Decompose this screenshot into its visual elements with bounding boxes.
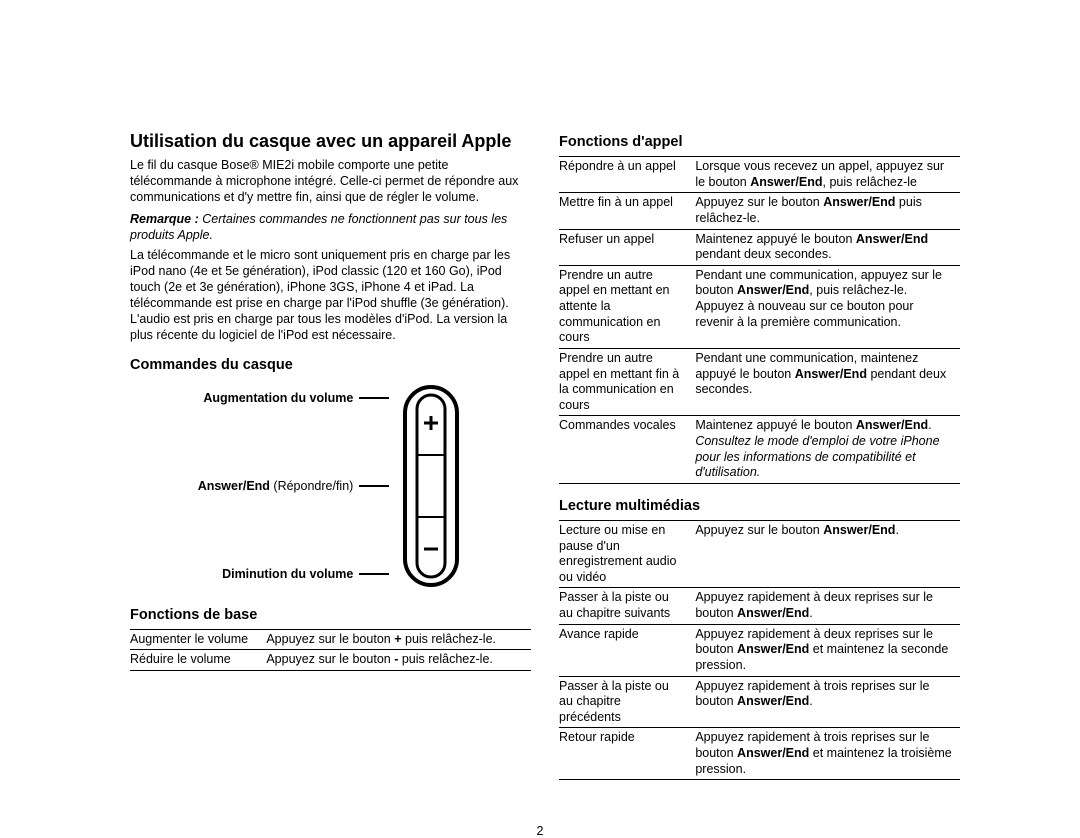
table-row: Commandes vocalesMaintenez appuyé le bou… bbox=[559, 416, 960, 484]
table-row: Réduire le volumeAppuyez sur le bouton -… bbox=[130, 650, 531, 671]
table-row: Retour rapideAppuyez rapidement à trois … bbox=[559, 728, 960, 780]
table-row: Passer à la piste ou au chapitre suivant… bbox=[559, 588, 960, 624]
table-row: Passer à la piste ou au chapitre précéde… bbox=[559, 676, 960, 728]
label-volume-down: Diminution du volume bbox=[198, 567, 390, 581]
call-table: Répondre à un appelLorsque vous recevez … bbox=[559, 156, 960, 484]
media-heading: Lecture multimédias bbox=[559, 498, 960, 514]
table-row: Lecture ou mise en pause d'un enregistre… bbox=[559, 520, 960, 588]
page-title: Utilisation du casque avec un appareil A… bbox=[130, 130, 531, 153]
table-row: Refuser un appelMaintenez appuyé le bout… bbox=[559, 229, 960, 265]
intro-text: Le fil du casque Bose® MIE2i mobile comp… bbox=[130, 157, 531, 205]
label-volume-up: Augmentation du volume bbox=[198, 391, 390, 405]
page-number: 2 bbox=[0, 824, 1080, 838]
remote-diagram: Augmentation du volume Answer/End (Répon… bbox=[130, 379, 531, 593]
remote-icon bbox=[399, 381, 463, 591]
basic-table: Augmenter le volumeAppuyez sur le bouton… bbox=[130, 629, 531, 671]
call-heading: Fonctions d'appel bbox=[559, 134, 960, 150]
support-text: La télécommande et le micro sont uniquem… bbox=[130, 247, 531, 343]
note: Remarque : Certaines commandes ne foncti… bbox=[130, 211, 531, 243]
table-row: Répondre à un appelLorsque vous recevez … bbox=[559, 157, 960, 193]
table-row: Prendre un autre appel en mettant fin à … bbox=[559, 348, 960, 416]
commands-heading: Commandes du casque bbox=[130, 357, 531, 373]
label-answer-end: Answer/End (Répondre/fin) bbox=[198, 479, 390, 493]
media-table: Lecture ou mise en pause d'un enregistre… bbox=[559, 520, 960, 780]
table-row: Augmenter le volumeAppuyez sur le bouton… bbox=[130, 629, 531, 650]
basic-heading: Fonctions de base bbox=[130, 607, 531, 623]
table-row: Mettre fin à un appelAppuyez sur le bout… bbox=[559, 193, 960, 229]
table-row: Prendre un autre appel en mettant en att… bbox=[559, 265, 960, 348]
table-row: Avance rapideAppuyez rapidement à deux r… bbox=[559, 624, 960, 676]
